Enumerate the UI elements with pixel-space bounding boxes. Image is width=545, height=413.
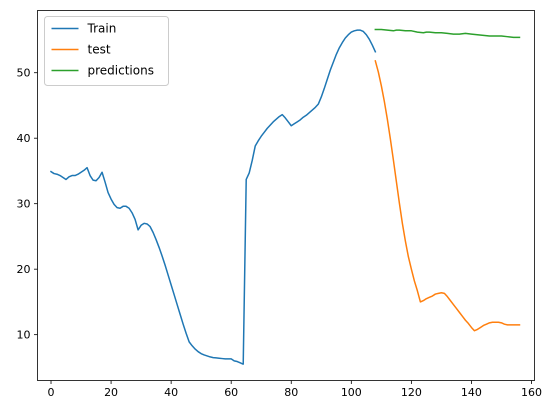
x-tick-label: 100 bbox=[341, 386, 362, 399]
y-tick-label: 40 bbox=[17, 132, 31, 145]
legend-label-train: Train bbox=[87, 22, 117, 36]
y-tick-label: 10 bbox=[17, 329, 31, 342]
legend: Train test predictions bbox=[44, 16, 169, 86]
x-tick-label: 80 bbox=[284, 386, 298, 399]
x-tick-label: 40 bbox=[164, 386, 178, 399]
legend-label-test: test bbox=[88, 43, 111, 57]
series-line-predictions bbox=[374, 28, 521, 39]
x-tick-label: 140 bbox=[461, 386, 482, 399]
x-tick-label: 60 bbox=[224, 386, 238, 399]
x-tick-label: 20 bbox=[104, 386, 118, 399]
series-line-train bbox=[49, 29, 377, 365]
x-tick-label: 0 bbox=[48, 386, 55, 399]
y-tick-label: 20 bbox=[17, 263, 31, 276]
series-line-test bbox=[374, 60, 521, 332]
y-tick-label: 50 bbox=[17, 67, 31, 80]
legend-box bbox=[44, 16, 169, 86]
axis-layer: 0 20 40 60 80 100 120 140 160 10 20 30 40 50 bbox=[17, 67, 542, 399]
series-layer bbox=[49, 28, 521, 365]
legend-label-predictions: predictions bbox=[88, 64, 154, 78]
x-tick-label: 160 bbox=[521, 386, 542, 399]
y-tick-label: 30 bbox=[17, 198, 31, 211]
x-tick-label: 120 bbox=[401, 386, 422, 399]
plot-frame bbox=[37, 10, 535, 381]
